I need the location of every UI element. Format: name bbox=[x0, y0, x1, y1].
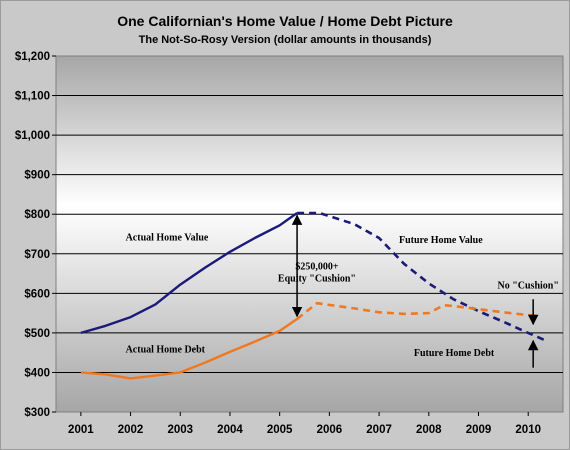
annotation-arrows bbox=[291, 214, 539, 368]
annotation-labels: Actual Home Value Future Home Value $250,0… bbox=[126, 233, 559, 359]
annotation-actual-home-debt: Actual Home Debt bbox=[126, 345, 206, 356]
y-tick-label: $600 bbox=[24, 288, 50, 300]
x-axis-ticks: 2001 2002 2003 2004 2005 2006 2007 2008 2009 2010 bbox=[68, 412, 541, 436]
y-tick-label: $300 bbox=[24, 407, 50, 419]
annotation-actual-home-value: Actual Home Value bbox=[126, 233, 209, 244]
x-tick-label: 2007 bbox=[366, 424, 392, 436]
y-axis-ticks: $300 $400 $500 $600 $700 $800 $900 $1,000 $1,100… bbox=[15, 51, 56, 419]
series-lines bbox=[80, 211, 549, 380]
plot-area bbox=[55, 55, 564, 413]
x-tick-label: 2003 bbox=[167, 424, 193, 436]
x-tick-label: 2002 bbox=[118, 424, 144, 436]
annotation-no-cushion: No "Cushion" bbox=[498, 281, 559, 292]
chart-subtitle: The Not-So-Rosy Version (dollar amounts … bbox=[139, 34, 432, 46]
x-tick-label: 2004 bbox=[217, 424, 243, 436]
x-tick-label: 2005 bbox=[267, 424, 293, 436]
y-tick-label: $700 bbox=[24, 249, 50, 261]
x-tick-label: 2006 bbox=[317, 424, 343, 436]
annotation-future-home-debt: Future Home Debt bbox=[414, 348, 495, 359]
annotation-equity-cushion: Equity "Cushion" bbox=[278, 273, 356, 284]
y-tick-label: $1,100 bbox=[15, 91, 50, 103]
series-line-3 bbox=[296, 301, 539, 321]
y-tick-label: $1,200 bbox=[15, 51, 50, 63]
y-tick-label: $400 bbox=[24, 367, 50, 379]
y-tick-label: $1,000 bbox=[15, 130, 50, 142]
x-tick-label: 2010 bbox=[515, 424, 541, 436]
chart-title: One Californian's Home Value / Home Debt… bbox=[117, 13, 453, 29]
y-tick-label: $800 bbox=[24, 209, 50, 221]
x-tick-label: 2009 bbox=[466, 424, 492, 436]
y-tick-label: $500 bbox=[24, 328, 50, 340]
y-tick-label: $900 bbox=[24, 170, 50, 182]
x-tick-label: 2001 bbox=[68, 424, 94, 436]
annotation-equity-amount: $250,000+ bbox=[295, 262, 339, 273]
annotation-future-home-value: Future Home Value bbox=[399, 235, 483, 246]
x-tick-label: 2008 bbox=[416, 424, 442, 436]
series-line-2 bbox=[80, 318, 298, 380]
series-line-0 bbox=[80, 212, 298, 335]
